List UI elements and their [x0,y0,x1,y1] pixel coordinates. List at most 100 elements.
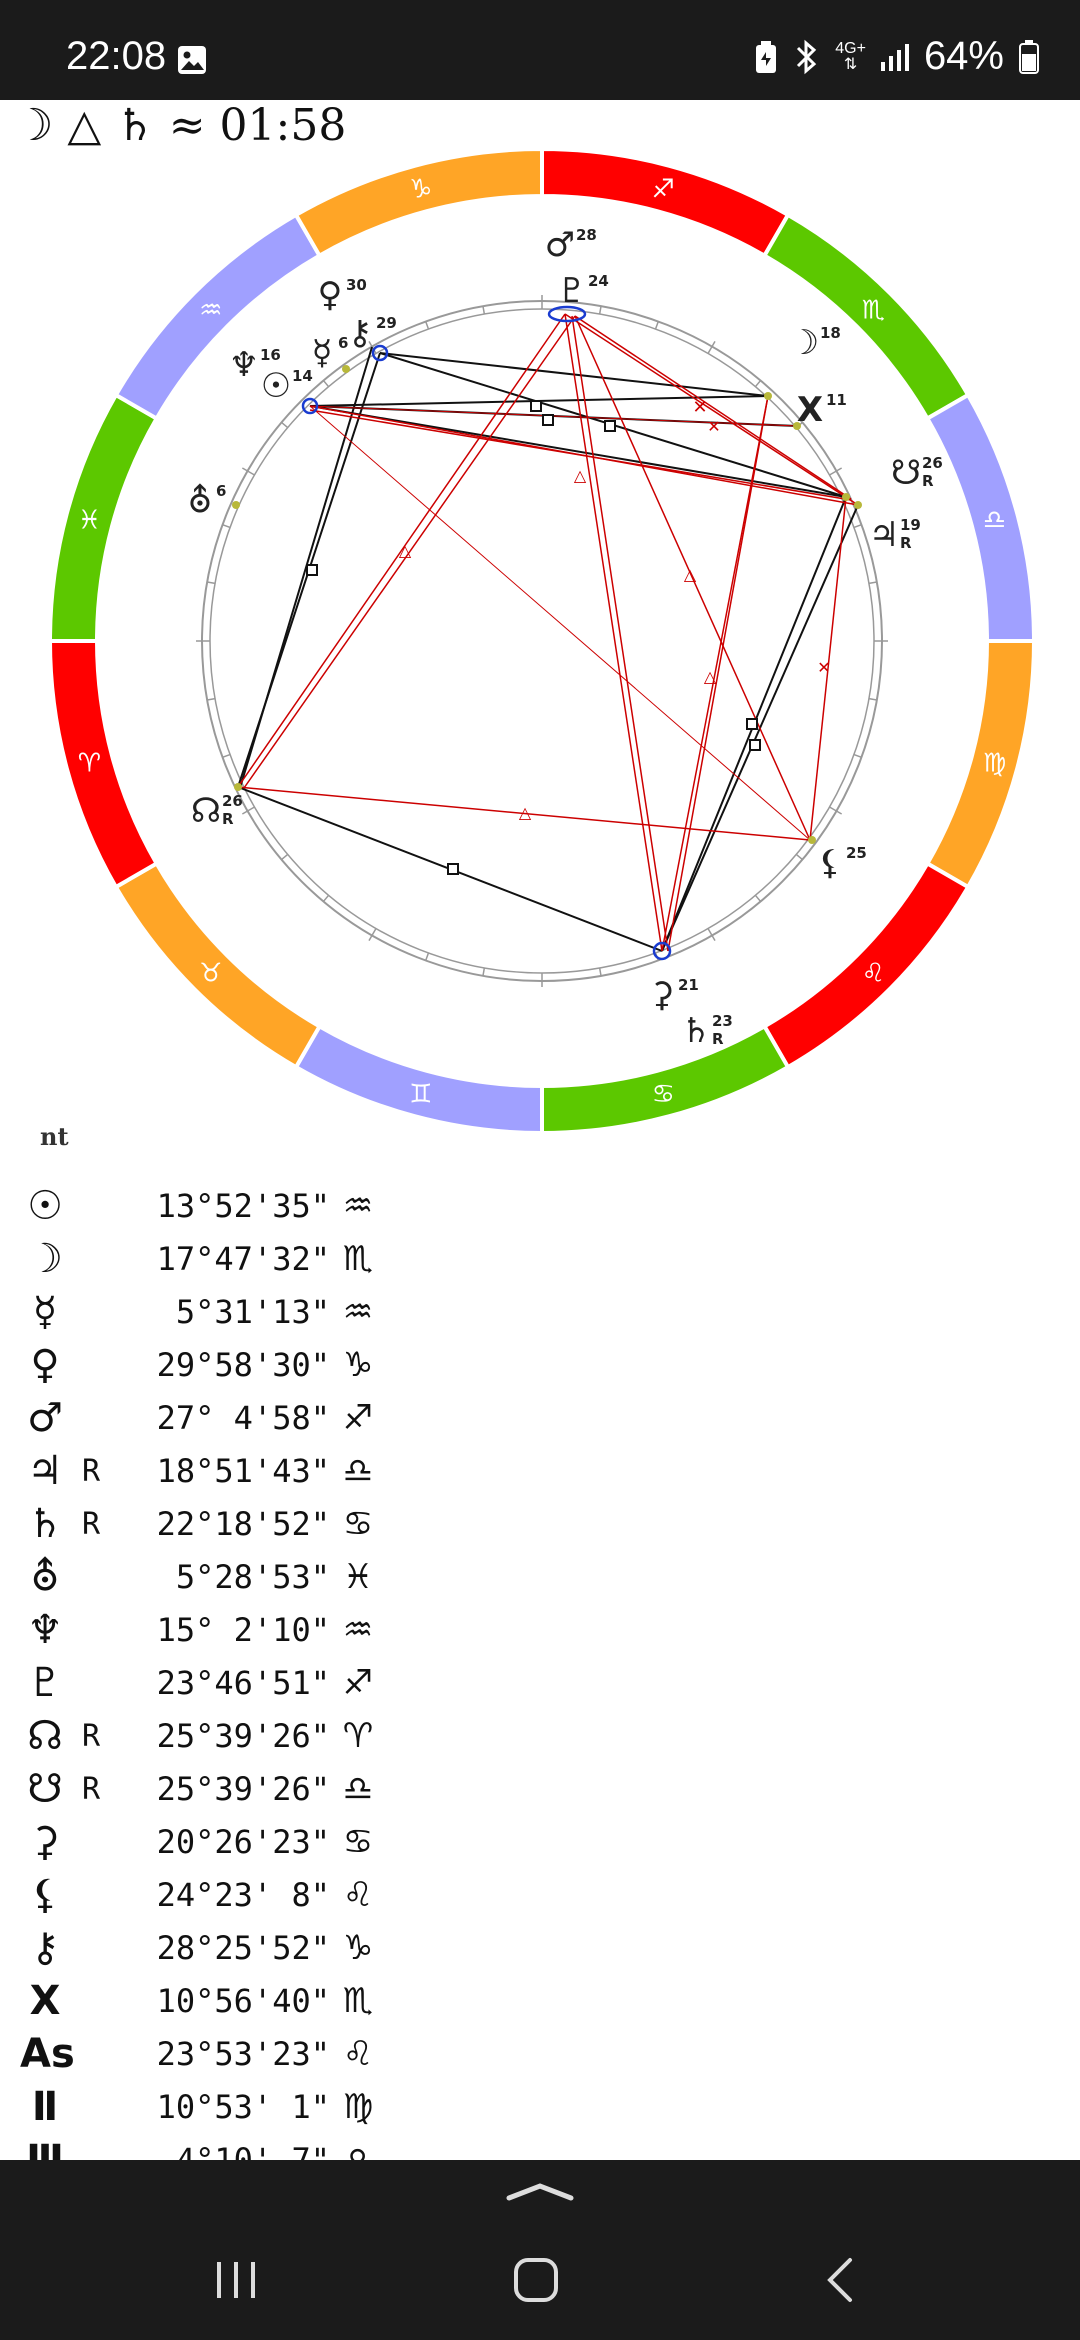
retrograde-marker: R [82,1772,101,1807]
planet-label-mc: Ⅹ 11 [797,390,847,430]
planet-label-mars: ♂ 28 [545,225,597,265]
signal-icon [880,43,909,71]
pluto-icon: ♇ [557,271,587,311]
position-row-south-node: ☋ R 25°39'26" ♎ [20,1763,420,1816]
planet-label-moon: ☽ 18 [789,323,841,363]
sign-glyph-taurus: ♉ [199,958,222,988]
position-row-saturn: ♄ R 22°18'52" ♋ [20,1498,420,1551]
sign-icon: ♎ [342,1451,374,1491]
degree-value: 18°51'43" [156,1452,330,1490]
degree-value: 5°31'13" [175,1293,330,1331]
degree-value: 29°58'30" [156,1346,330,1384]
degree-tick [425,321,430,330]
degree-value: 15° 2'10" [156,1611,330,1649]
planet-degree: 14 [292,367,313,385]
uranus-icon: ⛢ [30,1554,60,1600]
svg-text:✕: ✕ [692,397,707,418]
network-type: 4G+ ⇅ [835,39,866,73]
expand-up-icon[interactable] [505,2172,575,2212]
degree-tick [281,853,289,861]
venus-icon: ♀ [30,1342,60,1388]
home-button[interactable] [496,2240,576,2320]
bluetooth-icon [797,39,817,74]
navigation-bar [0,2160,1080,2340]
sign-icon: ♑ [342,1928,374,1968]
degree-value: 13°52'35" [156,1187,330,1225]
jupiter-icon: ♃ [27,1448,63,1494]
status-time: 22:08 [66,34,167,78]
degree-tick [207,581,216,585]
planet-degree: 26 [922,454,943,472]
planet-degree: 25 [846,844,867,862]
natal-chart-wheel[interactable]: ♐ ♏ ♎ ♍ ♌ ♋ ♊ ♉ ♈ ♓ ♒ ♑ [0,140,1080,1140]
status-bar: 22:08 4G+ ⇅ 64% [0,0,1080,100]
moon-icon: ☽ [789,323,819,363]
uranus-icon: ⛢ [188,481,213,521]
degree-tick [654,321,659,330]
sign-icon: ♒ [342,1292,374,1332]
sign-glyph-sagittarius: ♐ [652,174,675,204]
back-icon [827,2258,852,2302]
degree-tick [207,697,216,701]
battery-icon [1019,39,1039,74]
chiron-icon: ⚷ [30,1925,60,1971]
sun-icon: ☉ [27,1183,63,1229]
saturn-icon: ♄ [681,1011,711,1051]
planet-label-lilith: ⚸ 25 [818,843,867,883]
position-row-house-2: Ⅱ 10°53' 1" ♍ [20,2081,420,2134]
degree-value: 10°53' 1" [156,2088,330,2126]
degree-value: 23°53'23" [156,2035,330,2073]
south-node-icon: ☋ [27,1766,63,1812]
position-row-moon: ☽ 17°47'32" ♏ [20,1233,420,1286]
mercury-icon: ☿ [312,333,333,373]
sign-glyph-gemini: ♊ [409,1080,432,1110]
planet-label-venus: ♀ 30 [318,275,367,315]
mc-icon: Ⅹ [797,390,823,430]
lilith-icon: ⚸ [30,1872,60,1918]
planet-degree: 6 [338,334,348,352]
planet-label-pluto: ♇ 24 [557,271,609,311]
retrograde-marker: R [900,534,912,552]
sign-glyph-cancer: ♋ [652,1080,675,1110]
position-row-venus: ♀ 29°58'30" ♑ [20,1339,420,1392]
positions-table: ☉ 13°52'35" ♒ ☽ 17°47'32" ♏ ☿ 5°31'13" ♒ ♀ 29°58'3… [20,1180,420,2187]
svg-text:△: △ [574,466,587,485]
recent-apps-button[interactable] [196,2240,276,2320]
planet-label-chiron: ⚷ 29 [348,313,397,353]
sign-glyph-capricorn: ♑ [409,174,432,204]
degree-value: 17°47'32" [156,1240,330,1278]
planet-label-sun: ☉ 14 [261,366,313,406]
sun-icon: ☉ [261,366,291,406]
position-row-lilith: ⚸ 24°23' 8" ♌ [20,1869,420,1922]
neptune-icon: ♆ [27,1607,63,1653]
planet-label-south-node: ☋ 26R [891,453,943,493]
sign-segment-pisces [47,392,160,643]
position-row-north-node: ☊ R 25°39'26" ♈ [20,1710,420,1763]
degree-tick [707,928,716,942]
planet-degree: 16 [260,346,281,364]
position-row-ceres: ⚳ 20°26'23" ♋ [20,1816,420,1869]
degree-tick [241,806,255,815]
planet-degree: 18 [820,324,841,342]
home-icon [514,2258,558,2302]
degree-value: 5°28'53" [175,1558,330,1596]
sign-segment-virgo [924,639,1037,890]
planet-degree: 23 [712,1012,733,1030]
planet-label-north-node: ☊ 26R [191,791,243,831]
back-button[interactable] [800,2240,880,2320]
position-row-pluto: ♇ 23°46'51" ♐ [20,1657,420,1710]
mercury-icon: ☿ [32,1289,58,1335]
sign-icon: ♌ [342,2034,374,2074]
retrograde-marker: R [922,472,934,490]
moon-icon: ☽ [27,1236,63,1282]
mars-icon: ♂ [27,1395,63,1441]
sign-icon: ♒ [342,1186,374,1226]
degree-tick [598,967,602,976]
list-title: nt [40,1122,69,1151]
degree-tick [222,524,231,529]
svg-text:△: △ [399,541,412,560]
sign-icon: ♐ [342,1398,374,1438]
retrograde-marker: R [82,1507,101,1542]
planet-label-uranus: ⛢ 6 [188,481,227,521]
planet-label-jupiter: ♃ 19R [869,515,921,555]
